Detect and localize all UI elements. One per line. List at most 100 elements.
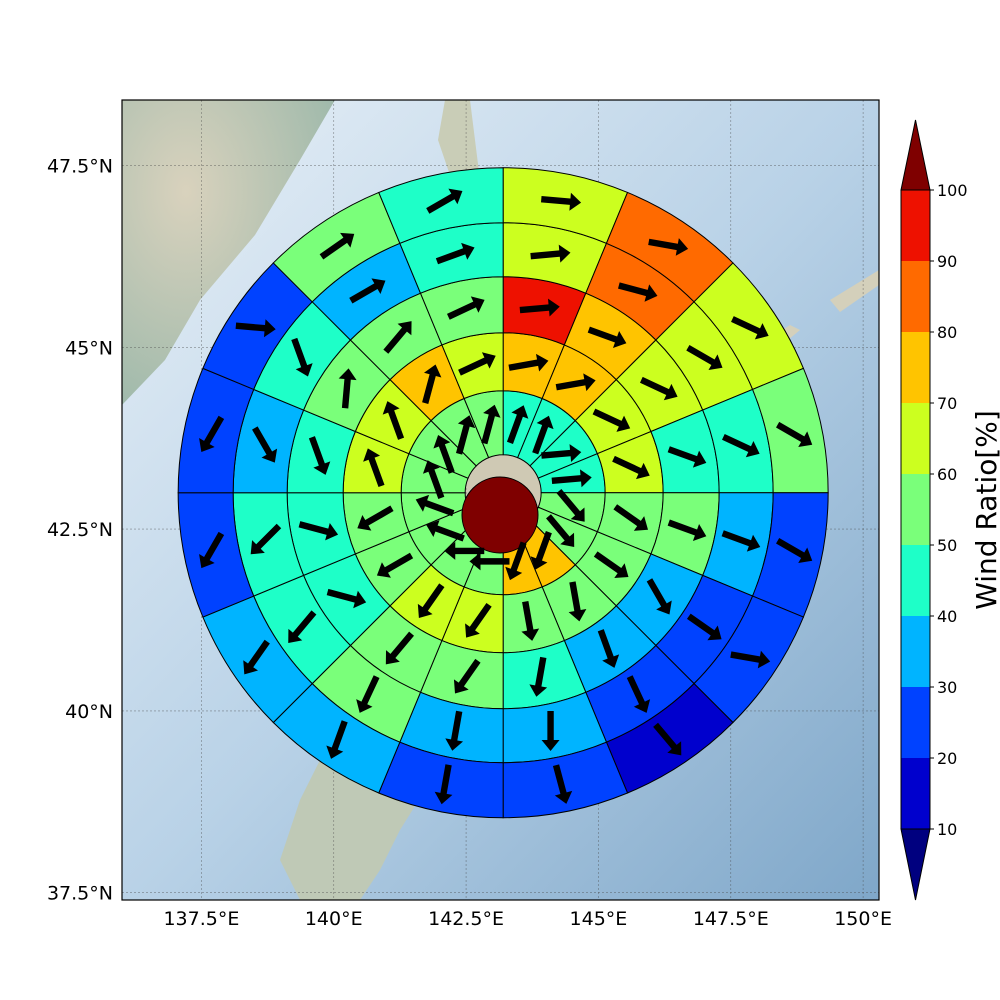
wind-arrow xyxy=(508,353,549,372)
wind-arrow xyxy=(776,421,813,447)
wind-arrow xyxy=(731,316,769,340)
wind-arrow xyxy=(458,352,496,376)
wind-arrow xyxy=(686,344,723,371)
colorbar-tick-label: 70 xyxy=(937,394,957,413)
wind-arrow xyxy=(308,436,331,475)
wind-arrow xyxy=(434,764,453,805)
wind-arrow xyxy=(453,658,481,694)
wind-arrow xyxy=(199,415,225,453)
colorbar-tick-label: 90 xyxy=(937,252,957,271)
colorbar-tick-label: 50 xyxy=(937,536,957,555)
colorbar-bin xyxy=(901,758,930,829)
wind-arrow xyxy=(568,581,587,622)
wind-arrow xyxy=(541,444,582,463)
wind-arrow xyxy=(532,415,554,455)
wind-arrow xyxy=(541,711,560,752)
wind-arrow xyxy=(326,588,367,609)
y-tick-label: 45°N xyxy=(65,337,113,359)
wind-arrow xyxy=(597,629,620,668)
colorbar-tick-label: 30 xyxy=(937,678,957,697)
wind-arrow xyxy=(291,337,313,377)
wind-arrow xyxy=(469,552,510,571)
wind-arrow xyxy=(667,519,707,541)
wind-arrow xyxy=(422,460,445,499)
wind-arrow xyxy=(521,600,540,641)
wind-arrow xyxy=(426,520,465,542)
land-east-island xyxy=(830,270,879,312)
wind-arrow xyxy=(435,242,475,265)
wind-arrow xyxy=(551,469,592,488)
colorbar-bin xyxy=(901,545,930,616)
wind-arrow xyxy=(326,720,348,759)
wind-arrow xyxy=(618,282,658,302)
colorbar-bin xyxy=(901,616,930,687)
wind-arrow xyxy=(250,523,282,555)
wind-arrow xyxy=(417,583,445,619)
colorbar-bin xyxy=(901,687,930,758)
wind-arrow xyxy=(552,764,573,804)
wind-arrow xyxy=(505,541,527,581)
wind-arrow xyxy=(529,656,548,697)
wind-arrow xyxy=(298,521,339,541)
x-tick-label: 137.5°E xyxy=(163,908,239,930)
wind-arrow xyxy=(721,530,761,552)
wind-arrow xyxy=(382,401,405,440)
wind-arrow xyxy=(653,722,682,756)
colorbar-extend-max xyxy=(900,119,931,191)
wind-arrow xyxy=(357,505,394,531)
wind-rings xyxy=(177,167,829,819)
wind-arrow xyxy=(455,415,476,455)
colorbar-title: Wind Ratio[%] xyxy=(970,410,1000,610)
wind-arrow xyxy=(776,537,813,564)
colorbar-bin xyxy=(901,332,930,403)
x-tick-label: 147.5°E xyxy=(693,908,769,930)
wind-arrow xyxy=(376,552,414,578)
colorbar-bin xyxy=(901,403,930,474)
wind-arrow xyxy=(446,296,485,320)
wind-arrow xyxy=(426,188,463,214)
colorbar-tick-label: 80 xyxy=(937,323,957,342)
wind-arrows xyxy=(199,188,813,805)
wind-arrow xyxy=(648,238,689,256)
wind-arrow xyxy=(587,326,627,348)
wind-arrow xyxy=(338,368,357,409)
wind-arrow xyxy=(319,232,355,260)
colorbar-bin xyxy=(901,190,930,261)
wind-arrow xyxy=(506,405,529,444)
y-tick-label: 40°N xyxy=(65,701,113,723)
x-tick-label: 142.5°E xyxy=(428,908,504,930)
colorbar-tick-label: 40 xyxy=(937,607,957,626)
map-frame xyxy=(121,99,880,901)
wind-arrow xyxy=(646,578,672,615)
wind-arrow xyxy=(519,298,560,317)
wind-arrow xyxy=(433,435,455,474)
wind-arrow xyxy=(667,446,707,468)
wind-arrow xyxy=(356,675,380,713)
wind-arrow xyxy=(546,514,575,547)
colorbar-tick-label: 60 xyxy=(937,465,957,484)
colorbar: 10 20 30 40 50 60 70 80 90 100 xyxy=(900,119,968,901)
wind-arrow xyxy=(252,426,278,463)
wind-arrow xyxy=(199,531,225,569)
wind-arrow xyxy=(481,404,501,445)
colorbar-bin xyxy=(901,474,930,545)
wind-arrow xyxy=(288,610,317,644)
wind-arrow xyxy=(730,650,771,669)
wind-arrow xyxy=(349,278,386,304)
wind-arrow xyxy=(415,494,455,517)
wind-arrow xyxy=(613,504,649,531)
wind-arrow xyxy=(235,319,276,338)
wind-arrow xyxy=(721,433,760,458)
colorbar-tick-label: 100 xyxy=(937,181,968,200)
colorbar-bin xyxy=(901,261,930,332)
wind-arrow xyxy=(612,455,650,480)
wind-arrow xyxy=(540,192,582,211)
axis-ticks: 137.5°E 140°E 142.5°E 145°E 147.5°E 150°E 47.5… xyxy=(47,155,892,930)
wind-arrow xyxy=(243,639,270,675)
center-disc xyxy=(461,476,539,554)
x-tick-label: 140°E xyxy=(305,908,363,930)
wind-arrow xyxy=(592,408,631,432)
x-tick-label: 150°E xyxy=(834,908,892,930)
wind-arrow xyxy=(530,531,552,570)
